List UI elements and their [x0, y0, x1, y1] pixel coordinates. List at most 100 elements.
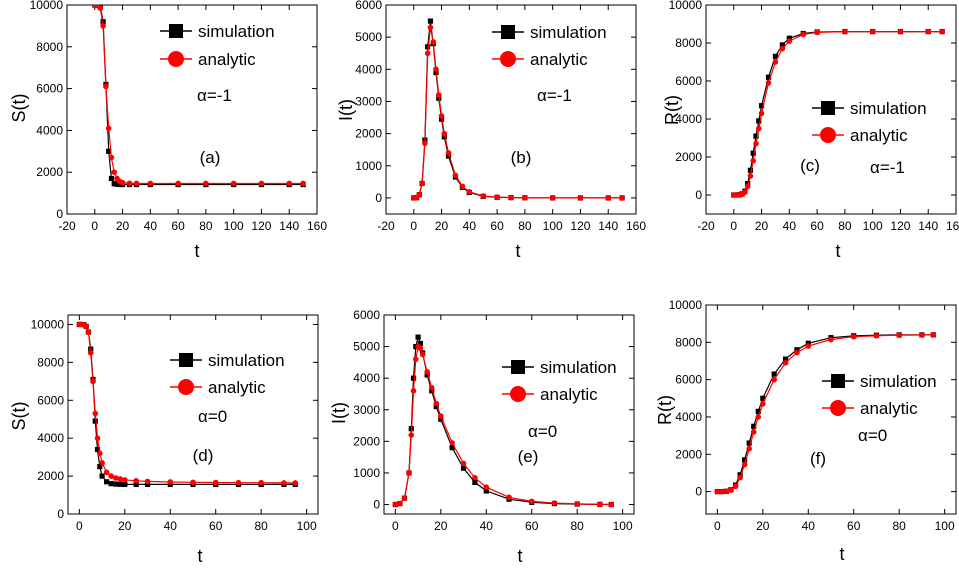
x-tick-label: 80	[199, 219, 213, 233]
data-point-square	[144, 481, 151, 488]
data-point-circle	[117, 476, 124, 482]
y-tick-label: 2000	[355, 127, 382, 141]
data-point-circle	[732, 483, 739, 490]
plot-area	[392, 334, 615, 508]
data-point-circle	[105, 125, 112, 132]
data-point-square	[108, 175, 115, 182]
data-point-circle	[577, 195, 584, 201]
data-point-square	[417, 340, 423, 347]
legend-marker-circle	[820, 127, 836, 143]
panel-label: (b)	[511, 148, 532, 167]
data-point-circle	[281, 480, 287, 486]
data-point-square	[410, 375, 417, 381]
x-tick-label: 140	[598, 219, 618, 233]
data-point-circle	[741, 461, 748, 468]
data-point-circle	[258, 479, 264, 486]
x-tick-label: 40	[802, 519, 816, 533]
data-point-circle	[472, 474, 478, 481]
x-tick-label: -20	[58, 219, 76, 233]
x-tick-label: 0	[76, 519, 83, 533]
data-point-circle	[850, 333, 857, 340]
legend-marker-circle	[830, 400, 846, 416]
data-point-circle	[99, 460, 105, 466]
y-tick-label: 0	[375, 191, 382, 205]
y-tick-label: 6000	[36, 82, 63, 96]
x-tick-label: 20	[755, 219, 769, 233]
data-point-circle	[737, 474, 743, 481]
y-axis-label: I(t)	[336, 99, 356, 121]
data-point-circle	[286, 180, 293, 187]
data-point-square	[771, 371, 777, 377]
data-point-circle	[430, 39, 437, 45]
data-point-square	[483, 488, 489, 494]
data-point-circle	[90, 378, 96, 385]
y-tick-label: 10000	[30, 0, 64, 12]
data-point-square	[106, 148, 112, 154]
plot-area	[76, 321, 299, 488]
series-analytic	[91, 5, 306, 187]
legend-label: analytic	[208, 378, 266, 397]
data-point-circle	[805, 343, 812, 349]
plot-frame	[385, 4, 637, 215]
x-tick-label: 80	[571, 519, 585, 533]
data-point-square	[133, 481, 139, 488]
x-tick-label: 60	[490, 219, 504, 233]
panel-label: (f)	[810, 449, 826, 468]
data-point-circle	[438, 113, 445, 119]
y-tick-label: 8000	[675, 36, 702, 50]
data-point-square	[92, 418, 98, 424]
data-point-circle	[94, 435, 101, 441]
data-point-circle	[723, 488, 730, 495]
data-point-circle	[753, 140, 759, 147]
x-tick-label: 80	[893, 519, 907, 533]
data-point-circle	[483, 484, 490, 490]
data-point-circle	[175, 180, 181, 187]
data-point-square	[750, 150, 756, 156]
data-point-circle	[506, 494, 512, 501]
data-point-square	[429, 388, 435, 394]
data-point-circle	[758, 110, 765, 117]
x-tick-label: 0	[730, 219, 737, 233]
x-tick-label: 100	[935, 519, 955, 533]
data-point-square	[765, 74, 772, 80]
x-tick-label: 40	[783, 219, 797, 233]
data-point-square	[760, 395, 766, 401]
series-line-analytic	[395, 345, 612, 506]
data-point-square	[424, 372, 430, 378]
data-point-square	[782, 356, 789, 362]
x-tick-label: 0	[392, 519, 399, 533]
data-point-circle	[427, 24, 434, 31]
data-point-square	[108, 481, 114, 487]
data-point-circle	[103, 469, 110, 476]
data-point-circle	[742, 189, 748, 195]
y-tick-label: 6000	[37, 393, 64, 407]
y-tick-label: 4000	[37, 431, 64, 445]
plot-frame	[67, 314, 319, 515]
series-simulation	[76, 321, 298, 488]
y-tick-label: 1000	[355, 159, 382, 173]
data-point-square	[747, 167, 754, 173]
x-tick-label: 60	[171, 219, 185, 233]
series-analytic	[714, 332, 937, 495]
data-point-circle	[203, 180, 209, 187]
data-point-circle	[460, 460, 467, 467]
panel-d: 0 20 40 60 80 100 0 2000 4000 6000 8000 10000 t S(t) s…	[9, 314, 319, 566]
x-axis-label: t	[839, 544, 844, 564]
x-tick-label: 140	[918, 219, 938, 233]
data-point-circle	[597, 501, 603, 508]
data-point-square	[438, 416, 444, 422]
y-tick-label: 8000	[675, 335, 702, 349]
data-point-square	[786, 35, 792, 41]
legend-marker-square	[179, 353, 193, 367]
data-point-circle	[842, 28, 848, 35]
data-point-circle	[111, 169, 118, 175]
data-point-circle	[406, 470, 412, 476]
data-point-square	[772, 53, 779, 59]
series-simulation	[411, 18, 625, 201]
x-tick-label: 100	[543, 219, 563, 233]
data-point-circle	[401, 495, 408, 502]
data-point-circle	[896, 332, 902, 339]
x-tick-label: 60	[847, 519, 861, 533]
data-point-square	[441, 134, 447, 140]
data-point-circle	[494, 194, 500, 200]
